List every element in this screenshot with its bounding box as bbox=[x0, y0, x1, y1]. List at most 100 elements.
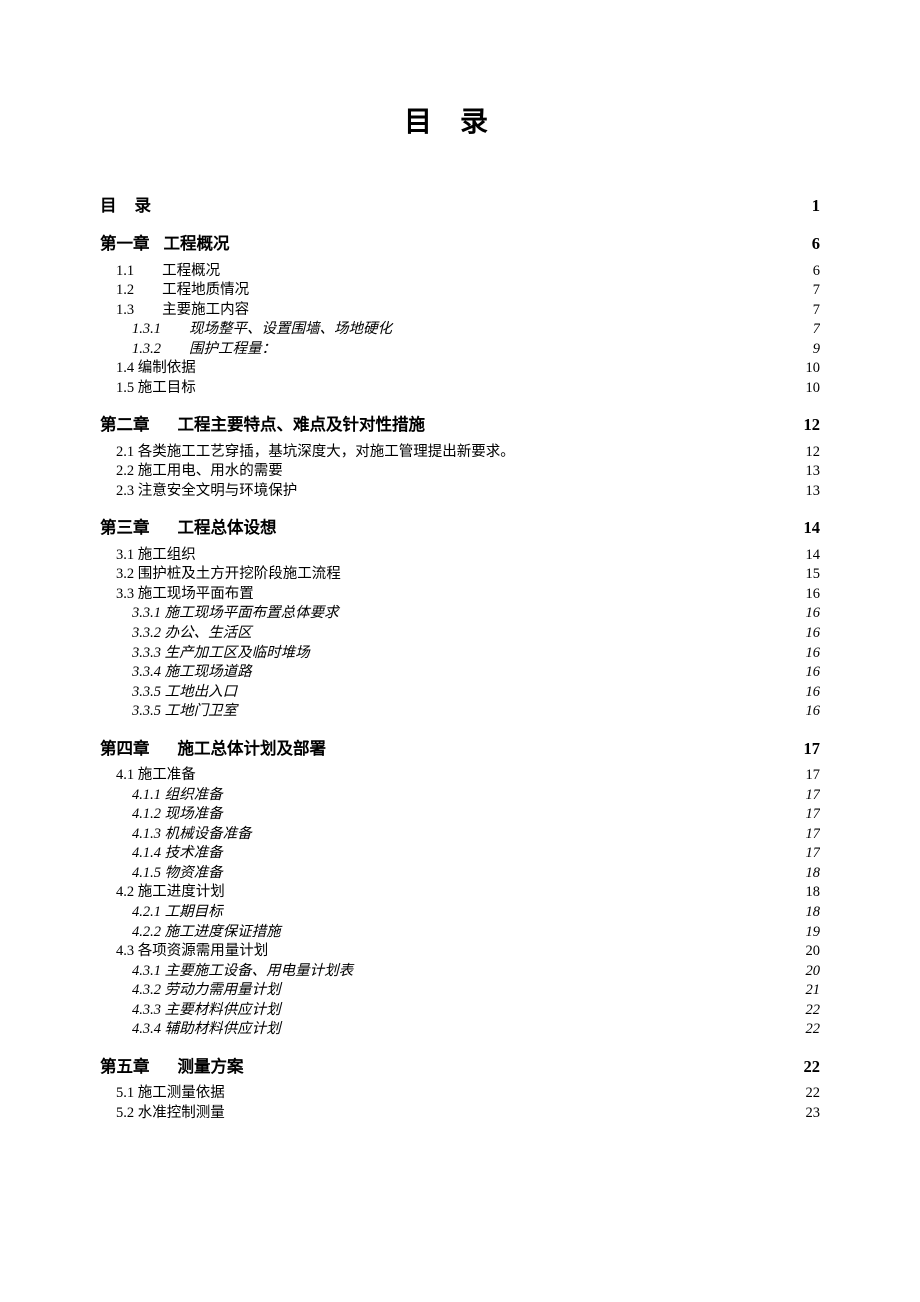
toc-entry-text: 主要材料供应计划 bbox=[161, 1002, 281, 1018]
toc-entry-page: 14 bbox=[804, 517, 821, 539]
toc-entry-number: 第四章 bbox=[100, 739, 150, 758]
toc-entry-page: 7 bbox=[813, 301, 820, 321]
toc-entry-label: 1.2工程地质情况 bbox=[116, 281, 249, 301]
toc-entry-label: 3.3.1 施工现场平面布置总体要求 bbox=[132, 604, 339, 624]
toc-entry-number: 3.2 bbox=[116, 566, 134, 582]
toc-entry: 3.3.5 工地出入口16 bbox=[100, 683, 820, 703]
toc-entry-page: 16 bbox=[806, 644, 821, 664]
toc-entry-number: 4.3.2 bbox=[132, 982, 161, 998]
toc-entry-page: 13 bbox=[806, 482, 821, 502]
toc-entry-text: 机械设备准备 bbox=[161, 826, 252, 842]
toc-entry: 5.1 施工测量依据22 bbox=[100, 1084, 820, 1104]
toc-entry-label: 2.3 注意安全文明与环境保护 bbox=[116, 482, 297, 502]
toc-entry-label: 4.3.1 主要施工设备、用电量计划表 bbox=[132, 962, 353, 982]
toc-entry-page: 18 bbox=[806, 903, 821, 923]
toc-entry-text: 主要施工内容 bbox=[162, 302, 249, 318]
toc-entry-label: 4.1.1 组织准备 bbox=[132, 786, 223, 806]
toc-entry: 4.2.2 施工进度保证措施19 bbox=[100, 923, 820, 943]
toc-entry: 第四章施工总体计划及部署17 bbox=[100, 738, 820, 760]
toc-entry-text: 工程地质情况 bbox=[162, 282, 249, 298]
toc-entry: 4.3.3 主要材料供应计划 22 bbox=[100, 1001, 820, 1021]
toc-entry-label: 3.3.2 办公、生活区 bbox=[132, 624, 252, 644]
toc-entry: 1.4 编制依据10 bbox=[100, 359, 820, 379]
toc-entry-label: 1.5 施工目标 bbox=[116, 379, 196, 399]
toc-entry-label: 4.3.3 主要材料供应计划 bbox=[132, 1001, 281, 1021]
toc-entry: 4.3.4 辅助材料供应计划22 bbox=[100, 1020, 820, 1040]
toc-entry-text: 工程主要特点、难点及针对性措施 bbox=[178, 415, 426, 434]
toc-entry-number: 1.3 bbox=[116, 302, 134, 318]
toc-entry-text: 施工目标 bbox=[134, 380, 196, 396]
toc-entry-text: 现场整平、设置围墙、场地硬化 bbox=[189, 321, 392, 337]
toc-entry-page: 1 bbox=[812, 195, 820, 217]
toc-entry-number: 4.3.1 bbox=[132, 963, 161, 979]
toc-entry-page: 22 bbox=[806, 1001, 821, 1021]
toc-entry-page: 12 bbox=[804, 414, 821, 436]
toc-entry-text: 施工现场平面布置总体要求 bbox=[161, 605, 339, 621]
toc-entry-page: 17 bbox=[806, 805, 821, 825]
page-title: 目录 bbox=[100, 100, 820, 140]
toc-entry-label: 1.4 编制依据 bbox=[116, 359, 196, 379]
toc-entry-number: 5.2 bbox=[116, 1105, 134, 1121]
toc-entry: 第五章测量方案22 bbox=[100, 1056, 820, 1078]
toc-entry: 2.1 各类施工工艺穿插，基坑深度大，对施工管理提出新要求。 12 bbox=[100, 443, 820, 463]
toc-entry-number: 第三章 bbox=[100, 518, 150, 537]
toc-entry-label: 第一章工程概况 bbox=[100, 233, 230, 255]
toc-entry: 3.3.4 施工现场道路 16 bbox=[100, 663, 820, 683]
toc-entry-text: 工地出入口 bbox=[161, 684, 237, 700]
toc-entry-page: 12 bbox=[806, 443, 821, 463]
toc-entry-number: 2.2 bbox=[116, 463, 134, 479]
toc-entry-text: 施工进度保证措施 bbox=[161, 924, 281, 940]
toc-entry-page: 16 bbox=[806, 663, 821, 683]
toc-entry-number: 4.1 bbox=[116, 767, 134, 783]
toc-entry-text: 测量方案 bbox=[178, 1057, 244, 1076]
toc-entry-label: 3.3.5 工地门卫室 bbox=[132, 702, 237, 722]
toc-entry-number: 第五章 bbox=[100, 1057, 150, 1076]
toc-entry-number: 1.1 bbox=[116, 263, 134, 279]
toc-entry-text: 水准控制测量 bbox=[134, 1105, 225, 1121]
toc-entry: 4.1.3 机械设备准备 17 bbox=[100, 825, 820, 845]
toc-entry-number: 3.3.2 bbox=[132, 625, 161, 641]
toc-entry-label: 第四章施工总体计划及部署 bbox=[100, 738, 326, 760]
toc-entry-label: 4.3 各项资源需用量计划 bbox=[116, 942, 268, 962]
toc-entry-number: 4.1.5 bbox=[132, 865, 161, 881]
toc-entry-label: 4.2 施工进度计划 bbox=[116, 883, 225, 903]
toc-entry-text: 施工进度计划 bbox=[134, 884, 225, 900]
toc-entry-number: 1.5 bbox=[116, 380, 134, 396]
toc-entry-number: 4.2 bbox=[116, 884, 134, 900]
toc-entry: 1.5 施工目标 10 bbox=[100, 379, 820, 399]
toc-entry: 3.1 施工组织14 bbox=[100, 546, 820, 566]
toc-entry-label: 1.3.1 现场整平、设置围墙、场地硬化 bbox=[132, 320, 392, 340]
toc-entry-label: 4.1 施工准备 bbox=[116, 766, 196, 786]
toc-entry-number: 5.1 bbox=[116, 1085, 134, 1101]
toc-entry-label: 2.1 各类施工工艺穿插，基坑深度大，对施工管理提出新要求。 bbox=[116, 443, 515, 463]
toc-entry-label: 3.3 施工现场平面布置 bbox=[116, 585, 254, 605]
toc-entry: 第一章工程概况 6 bbox=[100, 233, 820, 255]
toc-entry-text: 施工准备 bbox=[134, 767, 196, 783]
toc-entry-number: 2.3 bbox=[116, 483, 134, 499]
toc-entry-number: 1.3.1 bbox=[132, 321, 161, 337]
toc-entry-number: 3.3.5 bbox=[132, 684, 161, 700]
toc-entry-text: 现场准备 bbox=[161, 806, 223, 822]
toc-entry: 1.3 主要施工内容 7 bbox=[100, 301, 820, 321]
toc-entry-page: 20 bbox=[806, 962, 821, 982]
toc-entry-label: 4.3.4 辅助材料供应计划 bbox=[132, 1020, 281, 1040]
toc-entry-text: 施工测量依据 bbox=[134, 1085, 225, 1101]
toc-entry-label: 3.3.5 工地出入口 bbox=[132, 683, 237, 703]
toc-entry-label: 4.2.2 施工进度保证措施 bbox=[132, 923, 281, 943]
toc-entry-number: 3.3.5 bbox=[132, 703, 161, 719]
toc-entry-label: 4.2.1 工期目标 bbox=[132, 903, 223, 923]
toc-entry-page: 17 bbox=[806, 844, 821, 864]
toc-entry-label: 4.1.3 机械设备准备 bbox=[132, 825, 252, 845]
toc-entry-number: 第一章 bbox=[100, 234, 150, 253]
toc-entry-text: 工程总体设想 bbox=[178, 518, 277, 537]
toc-entry-page: 10 bbox=[806, 379, 821, 399]
toc-entry-page: 6 bbox=[812, 233, 820, 255]
toc-entry-label: 2.2 施工用电、用水的需要 bbox=[116, 462, 283, 482]
toc-entry-page: 17 bbox=[806, 825, 821, 845]
toc-entry: 4.3.2 劳动力需用量计划21 bbox=[100, 981, 820, 1001]
toc-entry-label: 3.3.4 施工现场道路 bbox=[132, 663, 252, 683]
toc-entry-page: 20 bbox=[806, 942, 821, 962]
toc-entry-number: 4.3.3 bbox=[132, 1002, 161, 1018]
toc-entry: 4.2.1 工期目标 18 bbox=[100, 903, 820, 923]
toc-entry: 3.2 围护桩及土方开挖阶段施工流程15 bbox=[100, 565, 820, 585]
